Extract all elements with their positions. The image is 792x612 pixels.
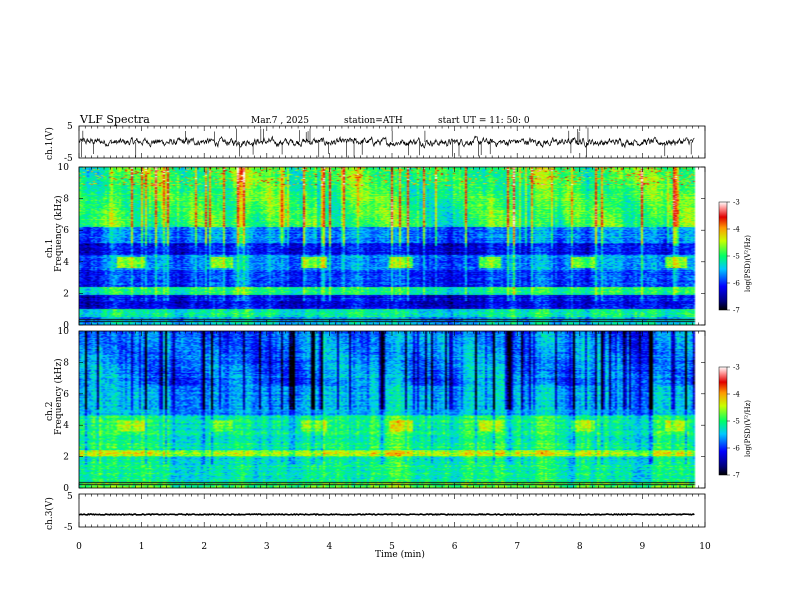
x-tick-label: 10	[699, 542, 711, 552]
ch2-spectrogram-yticks: 0 2 4 6 8 10	[58, 327, 705, 494]
ch1-ylabel: ch.1(V)	[44, 127, 55, 160]
colorbar-tick-label: -7	[733, 307, 740, 315]
ch1-colorbar: -3 -4 -5 -6 -7 log(PSD)(V²/Hz)	[718, 199, 752, 315]
station-label: station=ATH	[344, 116, 403, 126]
x-tick-label: 3	[264, 542, 270, 552]
colorbar-tick-label: -5	[733, 253, 740, 261]
ch3-waveform-panel: 5 -5 ch.3(V) 0 1 2 3 4 5 6 7 8 9 10 Time (min)	[44, 492, 711, 560]
y-tick-label: 4	[63, 421, 69, 431]
ch1-ytick-bottom: -5	[64, 154, 73, 164]
y-tick-label: 10	[58, 163, 70, 173]
colorbar-tick-label: -6	[733, 445, 740, 453]
y-tick-label: 2	[63, 453, 69, 463]
y-tick-label: 6	[63, 226, 69, 236]
ch1-waveform-spikes	[81, 127, 692, 158]
ch1-colorbar-ticks: -3 -4 -5 -6 -7	[727, 199, 740, 315]
ch1-waveform-panel: 5 -5 ch.1(V)	[44, 122, 706, 164]
ch3-waveform-line	[78, 513, 695, 516]
ch3-ylabel: ch.3(V)	[44, 497, 55, 530]
colorbar-tick-label: -6	[733, 280, 740, 288]
x-axis-label: Time (min)	[375, 549, 425, 560]
ch2-spec-ylabel-frequency: Frequency (kHz)	[53, 358, 64, 435]
ch1-waveform-xticks	[78, 126, 706, 158]
y-tick-label: 0	[63, 321, 69, 331]
colorbar-tick-label: -5	[733, 418, 740, 426]
x-tick-label: 6	[452, 542, 458, 552]
ch2-spectrogram-xticks	[78, 331, 706, 488]
ch1-waveform-line	[78, 135, 695, 149]
figure-title: VLF Spectra	[79, 113, 150, 126]
x-tick-label: 9	[640, 542, 646, 552]
colorbar-tick-label: -3	[733, 364, 740, 372]
y-tick-label: 10	[58, 327, 70, 337]
ch1-spectrogram-image	[79, 167, 705, 325]
ch1-ytick-top: 5	[67, 122, 73, 132]
y-tick-label: 4	[63, 258, 69, 268]
ch2-spec-ylabel-channel: ch.2	[45, 402, 55, 421]
ch3-waveform-frame	[78, 493, 706, 528]
ch2-colorbar-label: log(PSD)(V²/Hz)	[744, 400, 752, 457]
ch1-spec-ylabel-frequency: Frequency (kHz)	[53, 195, 64, 272]
x-tick-label: 2	[201, 542, 207, 552]
y-tick-label: 6	[63, 390, 69, 400]
colorbar-tick-label: -3	[733, 199, 740, 207]
ch2-spectrogram-panel: 0 2 4 6 8 10 ch.2 Frequency (kHz)	[45, 327, 706, 494]
y-tick-label: 2	[63, 289, 69, 299]
x-tick-label: 0	[76, 542, 82, 552]
x-tick-label: 8	[577, 542, 583, 552]
ch2-colorbar-ticks: -3 -4 -5 -6 -7	[727, 364, 740, 480]
colorbar-tick-label: -7	[733, 472, 740, 480]
ch3-waveform-xticks	[78, 494, 706, 527]
ch3-ytick-bottom: -5	[64, 523, 73, 533]
x-tick-label: 4	[327, 542, 333, 552]
y-tick-label: 8	[63, 358, 69, 368]
colorbar-tick-label: -4	[733, 391, 740, 399]
ch1-colorbar-gradient	[718, 201, 728, 311]
ch1-spectrogram-panel: 0 2 4 6 8 10 ch.1 Frequency (kHz)	[45, 163, 706, 331]
x-tick-label: 5	[389, 542, 395, 552]
start-time-label: start UT = 11: 50: 0	[438, 116, 530, 126]
x-tick-label: 7	[514, 542, 520, 552]
x-tick-label: 1	[139, 542, 145, 552]
ch1-spec-ylabel-channel: ch.1	[45, 239, 55, 258]
ch3-ytick-top: 5	[67, 492, 73, 502]
ch1-spectrogram-yticks: 0 2 4 6 8 10	[58, 163, 705, 331]
ch2-colorbar-gradient	[718, 366, 728, 476]
ch1-colorbar-label: log(PSD)(V²/Hz)	[744, 235, 752, 292]
y-tick-label: 0	[63, 484, 69, 494]
y-tick-label: 8	[63, 195, 69, 205]
x-tick-labels: 0 1 2 3 4 5 6 7 8 9 10	[76, 542, 711, 552]
colorbar-tick-label: -4	[733, 226, 740, 234]
ch2-spectrogram-image	[79, 331, 705, 488]
date-label: Mar.7 , 2025	[251, 116, 309, 126]
ch2-colorbar: -3 -4 -5 -6 -7 log(PSD)(V²/Hz)	[718, 364, 752, 480]
ch1-spectrogram-xticks	[78, 167, 706, 325]
